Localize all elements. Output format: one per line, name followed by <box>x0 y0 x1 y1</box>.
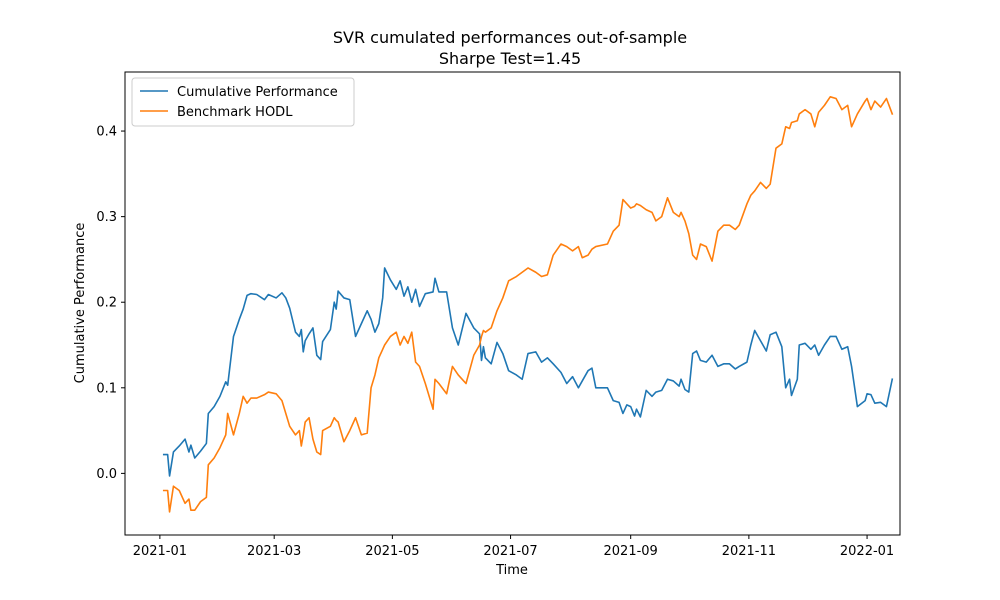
series-line-benchmark-hodl <box>162 96 894 513</box>
x-tick-label: 2021-09 <box>604 544 658 559</box>
legend-box <box>131 77 355 127</box>
y-tick-label: 0.4 <box>96 125 117 140</box>
legend-label-benchmark-hodl: Benchmark HODL <box>177 105 293 120</box>
x-tick-label: 2022-01 <box>840 544 894 559</box>
plot-area: 2021-01 2021-03 2021-05 2021-07 2021-09 2021-… <box>96 71 901 559</box>
x-tick-label: 2021-11 <box>722 544 776 559</box>
chart-title: SVR cumulated performances out-of-sample <box>333 28 687 47</box>
y-tick-label: 0.1 <box>96 381 117 396</box>
x-tick-label: 2021-07 <box>483 544 537 559</box>
x-tick-label: 2021-05 <box>365 544 419 559</box>
legend: Cumulative Performance Benchmark HODL <box>131 77 355 127</box>
series-line-cumulative-performance <box>162 267 894 477</box>
x-axis-label: Time <box>495 563 528 578</box>
y-tick-label: 0.0 <box>96 467 117 482</box>
x-tick-label: 2021-01 <box>133 544 187 559</box>
y-tick-label: 0.2 <box>96 296 117 311</box>
y-tick-label: 0.3 <box>96 210 117 225</box>
axes-frame <box>124 71 901 536</box>
y-axis-label: Cumulative Performance <box>73 223 88 384</box>
legend-label-cumulative-performance: Cumulative Performance <box>177 85 338 100</box>
chart-subtitle: Sharpe Test=1.45 <box>439 49 581 68</box>
x-tick-label: 2021-03 <box>247 544 301 559</box>
